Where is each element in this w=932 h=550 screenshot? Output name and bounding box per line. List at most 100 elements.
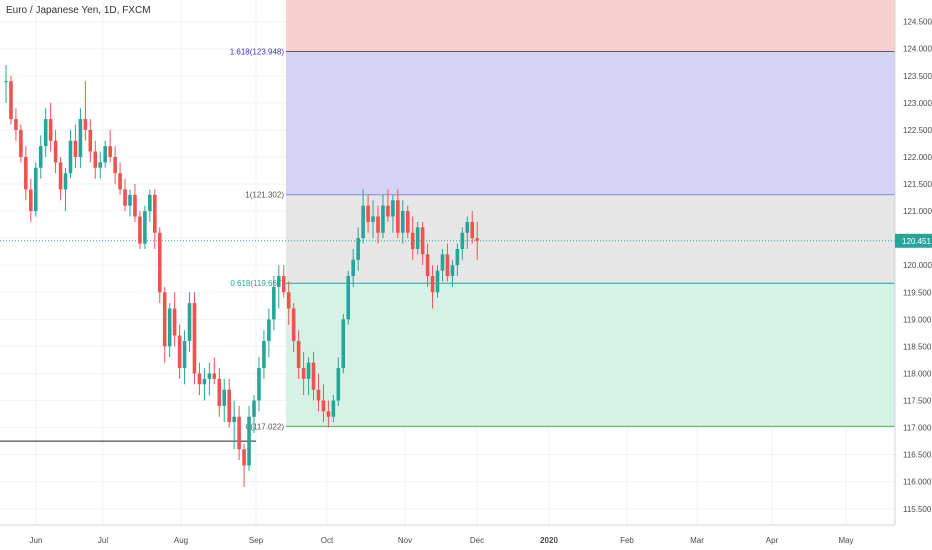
candle-body xyxy=(93,151,98,168)
time-axis-tick-label: Jul xyxy=(98,536,108,545)
price-axis-tick-label: 124.500 xyxy=(903,18,932,27)
candle-body xyxy=(172,308,177,336)
candle-body xyxy=(286,292,291,309)
candle-body xyxy=(48,119,53,141)
price-axis-tick-label: 119.000 xyxy=(903,315,932,324)
price-axis-tick-label: 118.000 xyxy=(903,369,932,378)
time-axis-tick-label: Sep xyxy=(249,536,264,545)
price-axis-tick-label: 117.000 xyxy=(903,424,932,433)
candle-body xyxy=(425,254,430,277)
fib-zone-retracement xyxy=(286,283,895,427)
candle-body xyxy=(177,335,182,369)
fib-zone-middle xyxy=(286,194,895,284)
fib-level-label: 0(117.022) xyxy=(246,422,284,431)
price-axis-tick-label: 124.000 xyxy=(903,45,932,54)
candle-body xyxy=(401,211,405,233)
candle-body xyxy=(242,449,246,466)
price-axis-tick-label: 123.500 xyxy=(903,72,932,81)
candle-body xyxy=(182,340,187,369)
candle-body xyxy=(227,389,231,423)
price-axis-tick-label: 122.000 xyxy=(903,153,932,162)
candle-body xyxy=(162,292,167,347)
candle-body xyxy=(68,140,73,174)
candle-body xyxy=(38,146,43,168)
candle-body xyxy=(455,248,460,266)
candle-body xyxy=(167,308,172,347)
candle-body xyxy=(113,156,117,174)
candle-body xyxy=(311,362,316,390)
candle-body xyxy=(465,221,470,233)
candle-body xyxy=(217,378,222,406)
candle-body xyxy=(73,140,78,157)
candle-body xyxy=(58,162,63,190)
price-axis-tick-label: 117.500 xyxy=(903,397,932,406)
candle-body xyxy=(430,276,435,293)
candle-body xyxy=(9,81,13,120)
candle-body xyxy=(296,340,301,369)
candle-body xyxy=(24,156,28,190)
candle-body xyxy=(381,205,385,233)
candle-body xyxy=(396,200,400,233)
candle-body xyxy=(386,205,390,217)
price-axis-tick-label: 118.500 xyxy=(903,342,932,351)
candle-body xyxy=(450,265,455,277)
price-axis-tick-label: 120.000 xyxy=(903,261,932,270)
candle-body xyxy=(118,173,122,190)
candle-body xyxy=(197,373,202,385)
candle-body xyxy=(316,389,321,401)
candle-body xyxy=(291,308,296,341)
candle-body xyxy=(321,400,326,412)
candle-body xyxy=(157,232,162,293)
time-axis-tick-label: Nov xyxy=(398,536,412,545)
candle-body xyxy=(78,119,83,157)
price-axis-tick-label: 121.000 xyxy=(903,207,932,216)
candle-body xyxy=(4,81,8,83)
candle-body xyxy=(108,146,112,157)
fib-zone-extension xyxy=(286,51,895,195)
candle-body xyxy=(202,378,207,385)
candle-body xyxy=(470,221,475,239)
candle-body xyxy=(98,162,103,168)
time-axis-tick-label: Oct xyxy=(321,536,334,545)
candle-body xyxy=(103,146,107,163)
price-axis-tick-label: 116.000 xyxy=(903,478,932,487)
candle-body xyxy=(346,276,351,320)
candle-body xyxy=(128,194,132,206)
candle-body xyxy=(301,368,306,379)
last-price-tag xyxy=(895,233,932,248)
candle-body xyxy=(460,232,465,249)
candle-body xyxy=(262,340,266,369)
candle-body xyxy=(63,173,68,190)
time-axis-tick-label: Apr xyxy=(766,536,779,545)
candle-body xyxy=(247,416,251,466)
candle-body xyxy=(133,194,137,217)
candle-body xyxy=(33,167,38,212)
time-axis-tick-label: Mar xyxy=(690,536,704,545)
candle-body xyxy=(272,286,276,320)
candle-body xyxy=(143,211,147,244)
fib-level-label: 1(121.302) xyxy=(245,191,284,200)
candle-body xyxy=(326,411,331,417)
candle-body xyxy=(267,319,271,341)
candle-body xyxy=(277,276,281,287)
fib-level-label: 0.618(119.667) xyxy=(230,279,284,288)
candle-body xyxy=(341,319,346,369)
candle-body xyxy=(351,259,355,277)
candle-body xyxy=(420,227,425,255)
time-axis-tick-label: 2020 xyxy=(540,536,558,545)
candle-body xyxy=(415,227,420,249)
candle-body xyxy=(207,373,212,379)
candle-body xyxy=(123,189,127,206)
candle-body xyxy=(212,373,217,379)
candle-body xyxy=(192,303,197,374)
price-axis-tick-label: 121.500 xyxy=(903,180,932,189)
candle-body xyxy=(281,276,286,293)
fib-zone-top xyxy=(286,0,895,52)
candle-body xyxy=(187,303,192,341)
time-axis-tick-label: Jun xyxy=(30,536,43,545)
candle-body xyxy=(405,211,410,233)
price-axis-panel xyxy=(895,0,932,550)
time-axis-tick-label: May xyxy=(838,536,853,545)
candle-body xyxy=(366,205,370,222)
